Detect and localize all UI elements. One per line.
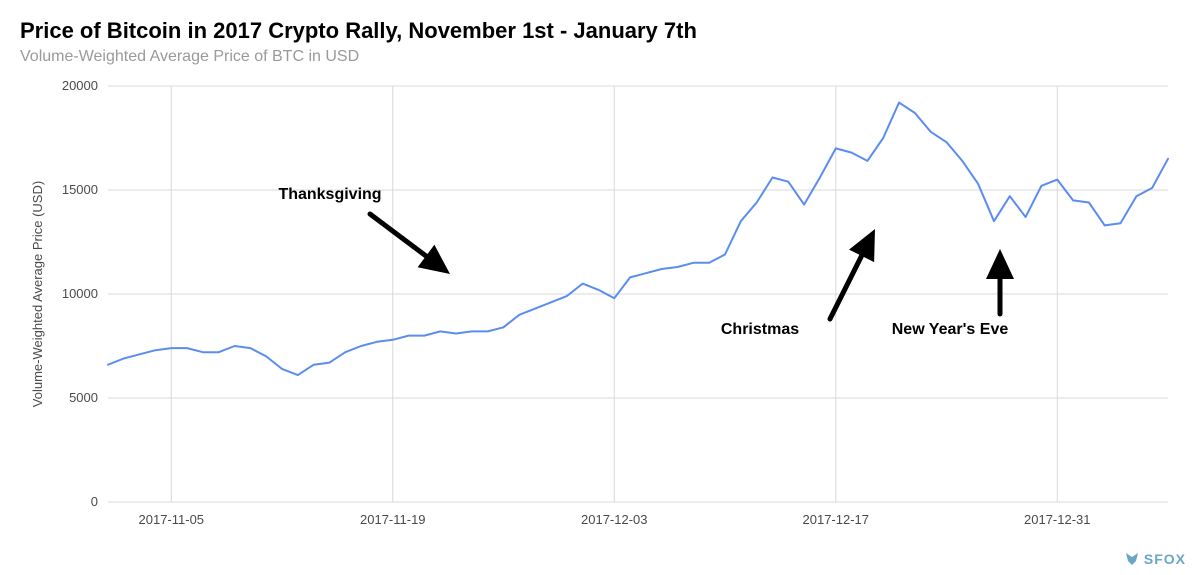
annotation-label: Christmas xyxy=(721,321,799,338)
brand-logo-text: SFOX xyxy=(1144,551,1186,567)
svg-text:10000: 10000 xyxy=(62,286,98,301)
chart-subtitle: Volume-Weighted Average Price of BTC in … xyxy=(20,48,1180,66)
annotations: Thanksgiving Christmas New Year's Eve xyxy=(278,186,1014,338)
svg-text:5000: 5000 xyxy=(69,390,98,405)
gridlines xyxy=(108,86,1168,502)
x-axis: 2017-11-05 2017-11-19 2017-12-03 2017-12-17… xyxy=(139,512,1091,527)
svg-text:2017-11-05: 2017-11-05 xyxy=(139,512,205,527)
svg-text:2017-12-17: 2017-12-17 xyxy=(803,512,870,527)
line-chart-svg: 0 5000 10000 15000 20000 2017-11-05 2017-11-19… xyxy=(20,74,1180,554)
chart-area: 0 5000 10000 15000 20000 2017-11-05 2017-11-19… xyxy=(20,74,1180,554)
svg-text:2017-11-19: 2017-11-19 xyxy=(360,512,426,527)
annotation-arrow-shaft xyxy=(830,256,862,319)
svg-text:20000: 20000 xyxy=(62,78,98,93)
svg-text:2017-12-31: 2017-12-31 xyxy=(1024,512,1091,527)
chart-title: Price of Bitcoin in 2017 Crypto Rally, N… xyxy=(20,18,1180,44)
annotation-arrow-shaft xyxy=(370,214,426,256)
annotation-label: Thanksgiving xyxy=(278,186,381,203)
y-axis-label: Volume-Weighted Average Price (USD) xyxy=(30,181,45,407)
svg-text:2017-12-03: 2017-12-03 xyxy=(581,512,648,527)
annotation-arrow-head xyxy=(418,245,450,274)
brand-logo: SFOX xyxy=(1124,551,1186,567)
svg-text:0: 0 xyxy=(91,494,98,509)
annotation-label: New Year's Eve xyxy=(892,321,1009,338)
annotation-arrow-head xyxy=(986,249,1014,279)
fox-icon xyxy=(1124,551,1140,567)
btc-price-line xyxy=(108,103,1168,376)
y-axis: 0 5000 10000 15000 20000 xyxy=(62,78,98,509)
svg-text:15000: 15000 xyxy=(62,182,98,197)
